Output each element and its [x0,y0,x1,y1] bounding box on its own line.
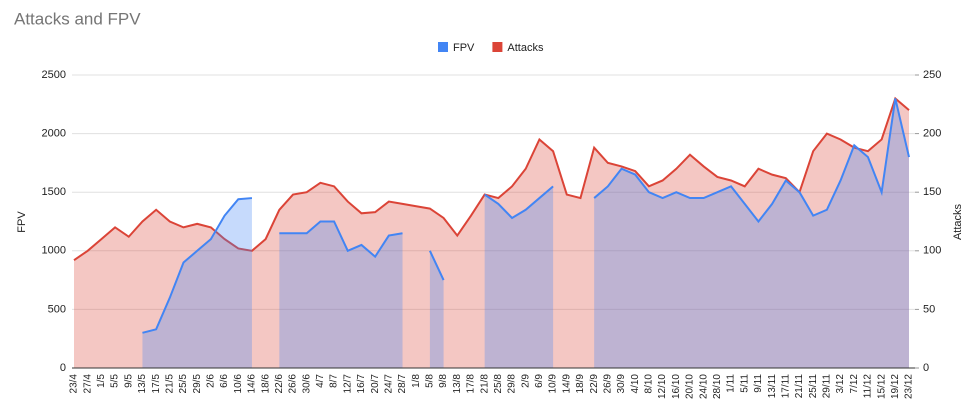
x-tick-label: 29/5 [192,374,203,394]
series-area [142,98,909,368]
legend-label: FPV [453,42,475,54]
x-tick-label: 30/9 [616,374,627,394]
y-tick-label: 500 [48,303,66,315]
x-tick-label: 25/5 [178,374,189,394]
x-tick-label: 9/8 [438,374,449,388]
x-tick-label: 25/11 [808,374,819,399]
x-tick-label: 18/9 [575,374,586,394]
x-tick-label: 1/5 [96,374,107,388]
series-line [73,96,910,262]
x-tick-label: 21/8 [479,374,490,394]
x-tick-label: 14/9 [561,374,572,394]
x-tick-label: 3/12 [835,374,846,394]
x-tick-label: 1/8 [411,374,422,388]
y-tick-label: 1000 [42,245,66,257]
x-tick-label: 13/8 [452,374,463,394]
x-tick-label: 21/11 [794,374,805,399]
x-tick-label: 5/11 [739,374,750,393]
y2-axis-title: Attacks [952,203,964,240]
y2-tick-label: 0 [923,362,929,374]
x-tick-label: 29/8 [507,374,518,394]
x-tick-label: 17/5 [151,374,162,394]
x-tick-label: 10/9 [548,374,559,394]
x-tick-label: 26/6 [288,374,299,394]
x-tick-label: 20/10 [685,374,696,399]
chart-title: Attacks and FPV [14,9,141,28]
series-line [142,98,910,334]
x-tick-label: 13/11 [767,374,778,399]
x-tick-label: 17/11 [780,374,791,399]
x-tick-label: 25/8 [493,374,504,394]
x-tick-label: 4/7 [315,374,326,388]
y2-tick-label: 100 [923,245,941,257]
x-tick-label: 27/4 [82,374,93,394]
x-tick-label: 23/12 [904,374,915,399]
x-tick-label: 14/6 [247,374,258,394]
x-tick-label: 7/12 [849,374,860,394]
x-tick-label: 22/9 [589,374,600,394]
x-tick-label: 22/6 [274,374,285,394]
x-tick-label: 24/10 [698,374,709,399]
x-tick-label: 16/7 [356,374,367,394]
x-tick-label: 13/5 [137,374,148,394]
x-tick-label: 28/7 [397,374,408,394]
x-tick-label: 30/6 [301,374,312,394]
x-tick-label: 6/9 [534,374,545,388]
x-tick-label: 20/7 [370,374,381,394]
x-tick-label: 6/6 [219,374,230,388]
y-tick-label: 2000 [42,128,66,140]
y2-tick-label: 250 [923,69,941,81]
x-tick-label: 2/9 [520,374,531,388]
x-tick-label: 15/12 [876,374,887,399]
x-tick-label: 29/11 [822,374,833,399]
series-area [74,98,909,368]
x-tick-label: 28/10 [712,374,723,399]
x-tick-label: 8/10 [644,374,655,394]
y2-tick-label: 50 [923,303,935,315]
x-tick-label: 17/8 [466,374,477,394]
x-tick-label: 5/8 [425,374,436,388]
x-tick-label: 5/5 [110,374,121,388]
x-tick-label: 11/12 [863,374,874,399]
x-tick-label: 21/5 [164,374,175,394]
x-tick-label: 19/12 [890,374,901,399]
x-tick-label: 2/6 [206,374,217,388]
y-tick-label: 2500 [42,69,66,81]
y-tick-label: 0 [60,362,66,374]
x-tick-label: 23/4 [69,374,80,394]
legend-swatch [438,42,448,52]
x-tick-label: 4/10 [630,374,641,394]
y2-tick-label: 200 [923,128,941,140]
x-tick-label: 8/7 [329,374,340,388]
x-tick-label: 18/6 [260,374,271,394]
x-tick-label: 9/11 [753,374,764,393]
x-tick-label: 10/6 [233,374,244,394]
legend-swatch [492,42,503,52]
x-tick-label: 26/9 [602,374,613,394]
y-tick-label: 1500 [42,186,66,198]
y2-tick-label: 150 [923,186,941,198]
y-axis-title: FPV [16,211,28,233]
x-tick-label: 16/10 [671,374,682,399]
x-tick-label: 12/7 [342,374,353,394]
x-tick-label: 9/5 [123,374,134,388]
x-tick-label: 1/11 [726,374,737,393]
x-tick-label: 24/7 [383,374,394,394]
legend-label: Attacks [507,42,544,54]
x-tick-label: 12/10 [657,374,668,399]
